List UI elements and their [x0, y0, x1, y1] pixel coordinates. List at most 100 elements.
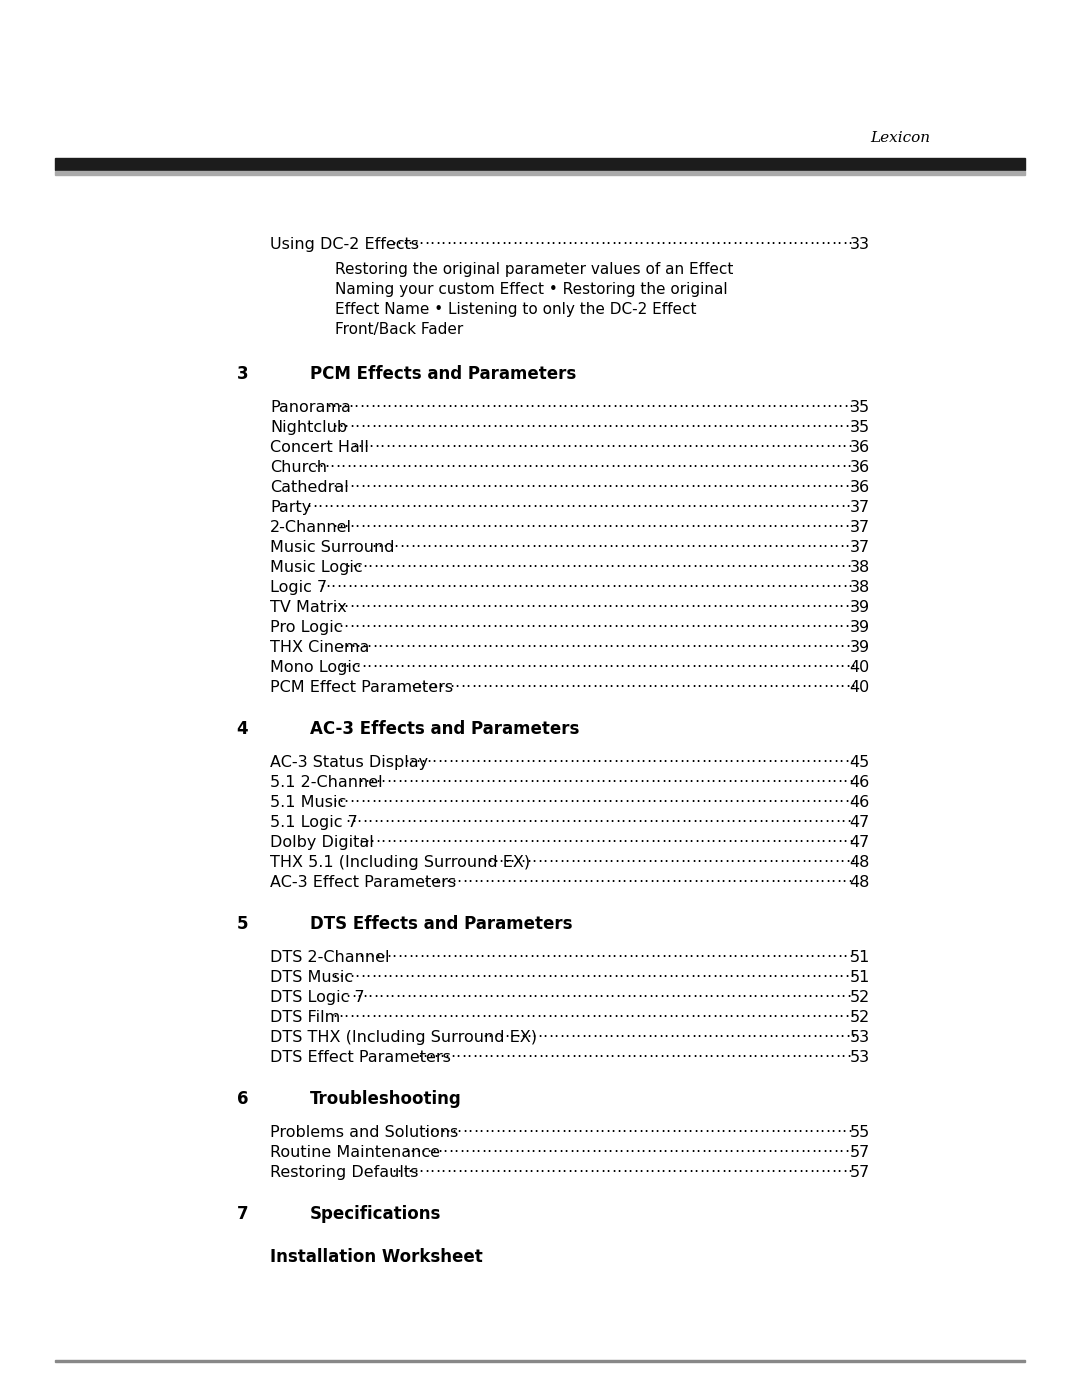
Text: .: .: [576, 849, 581, 865]
Text: .: .: [380, 944, 386, 960]
Text: .: .: [770, 232, 775, 247]
Text: .: .: [489, 1120, 495, 1134]
Text: .: .: [787, 770, 793, 785]
Text: .: .: [669, 415, 673, 430]
Text: .: .: [740, 595, 744, 610]
Text: .: .: [804, 830, 809, 845]
Text: .: .: [837, 944, 842, 960]
Text: .: .: [756, 535, 761, 550]
Text: 52: 52: [850, 1010, 870, 1025]
Text: .: .: [338, 1004, 343, 1020]
Text: .: .: [372, 1004, 376, 1020]
Text: .: .: [564, 750, 569, 766]
Text: .: .: [432, 535, 437, 550]
Text: .: .: [454, 535, 459, 550]
Text: .: .: [692, 810, 697, 826]
Text: .: .: [756, 595, 761, 610]
Text: .: .: [840, 810, 846, 826]
Text: .: .: [822, 595, 827, 610]
Text: .: .: [538, 555, 543, 570]
Text: .: .: [701, 515, 706, 529]
Text: .: .: [364, 830, 369, 845]
Text: .: .: [365, 615, 370, 630]
Text: .: .: [684, 395, 689, 409]
Text: .: .: [367, 555, 373, 570]
Text: .: .: [470, 1140, 475, 1155]
Text: .: .: [597, 1025, 603, 1039]
Text: .: .: [524, 395, 529, 409]
Text: .: .: [778, 515, 783, 529]
Text: .: .: [615, 810, 620, 826]
Text: .: .: [475, 965, 481, 981]
Text: .: .: [393, 515, 399, 529]
Text: .: .: [561, 555, 565, 570]
Text: .: .: [483, 495, 488, 510]
Text: .: .: [460, 636, 465, 650]
Text: .: .: [467, 810, 472, 826]
Text: .: .: [382, 965, 387, 981]
Text: .: .: [580, 595, 585, 610]
Text: .: .: [660, 434, 665, 450]
Text: .: .: [841, 870, 847, 886]
Text: .: .: [372, 535, 377, 550]
Text: .: .: [553, 1004, 557, 1020]
Text: .: .: [564, 515, 569, 529]
Text: .: .: [671, 434, 676, 450]
Text: .: .: [767, 1004, 772, 1020]
Text: .: .: [719, 985, 725, 1000]
Text: .: .: [705, 944, 711, 960]
Text: .: .: [756, 1004, 761, 1020]
Text: .: .: [620, 655, 624, 671]
Text: .: .: [693, 576, 699, 590]
Text: .: .: [462, 870, 468, 886]
Text: .: .: [657, 1140, 662, 1155]
Text: .: .: [683, 944, 688, 960]
Text: .: .: [554, 655, 558, 671]
Text: .: .: [661, 944, 666, 960]
Text: .: .: [531, 675, 537, 690]
Text: .: .: [778, 789, 783, 805]
Text: .: .: [554, 985, 559, 1000]
Text: .: .: [343, 615, 349, 630]
Text: .: .: [390, 555, 394, 570]
Text: .: .: [518, 944, 523, 960]
Text: .: .: [384, 985, 389, 1000]
Text: .: .: [748, 1160, 754, 1175]
Text: .: .: [777, 232, 781, 247]
Text: .: .: [821, 944, 825, 960]
Text: .: .: [551, 944, 556, 960]
Text: .: .: [570, 675, 576, 690]
Text: .: .: [365, 515, 370, 529]
Text: .: .: [345, 495, 350, 510]
Text: .: .: [626, 1045, 631, 1060]
Text: .: .: [538, 1045, 543, 1060]
Text: .: .: [487, 636, 492, 650]
Text: .: .: [519, 595, 525, 610]
Text: .: .: [624, 415, 630, 430]
Text: .: .: [786, 455, 792, 469]
Text: .: .: [699, 232, 704, 247]
Text: .: .: [719, 495, 724, 510]
Text: .: .: [559, 849, 564, 865]
Text: .: .: [651, 965, 657, 981]
Text: .: .: [394, 636, 400, 650]
Text: .: .: [838, 615, 843, 630]
Text: .: .: [499, 636, 503, 650]
Text: .: .: [576, 636, 581, 650]
Text: .: .: [586, 636, 592, 650]
Text: .: .: [585, 475, 591, 490]
Text: .: .: [499, 495, 504, 510]
Text: .: .: [443, 475, 447, 490]
Text: .: .: [492, 1140, 497, 1155]
Text: .: .: [573, 944, 578, 960]
Text: .: .: [602, 515, 607, 529]
Text: .: .: [740, 415, 744, 430]
Text: .: .: [471, 655, 476, 671]
Text: .: .: [691, 655, 697, 671]
Text: .: .: [748, 870, 753, 886]
Text: .: .: [751, 475, 756, 490]
Text: .: .: [717, 415, 723, 430]
Text: .: .: [458, 770, 462, 785]
Text: .: .: [696, 1004, 701, 1020]
Text: .: .: [488, 1045, 494, 1060]
